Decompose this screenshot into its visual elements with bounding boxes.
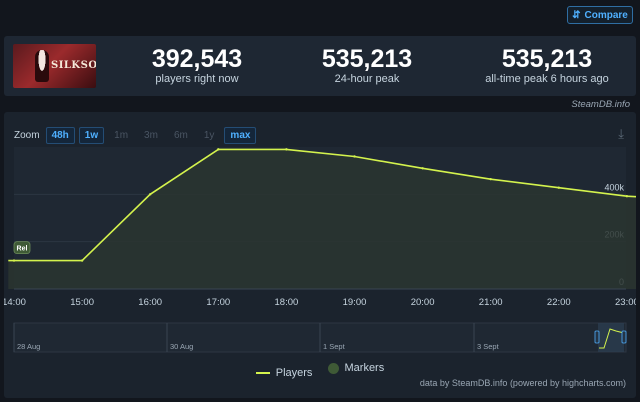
download-icon[interactable]: ⤓ (618, 126, 624, 141)
players-line (8, 148, 636, 262)
zoom-1y-button[interactable]: 1y (203, 130, 215, 141)
navigator-label: 28 Aug (17, 342, 40, 351)
x-tick-label: 19:00 (343, 297, 367, 308)
y-tick-label: 400k (604, 182, 624, 192)
hornet-figure-icon (35, 50, 49, 82)
x-tick-label: 23:00 (615, 297, 636, 308)
legend-line-swatch (255, 371, 270, 374)
zoom-1w-button[interactable]: 1w (78, 127, 105, 144)
x-tick-label: 22:00 (547, 297, 571, 308)
logo-text: SILKSONG (51, 60, 96, 71)
stats-panel: SILKSONG 392,543 players right now 535,2… (4, 36, 636, 96)
players-area (8, 149, 636, 289)
x-tick-label: 18:00 (275, 297, 299, 308)
compare-label: Compare (584, 9, 628, 21)
x-tick-label: 14:00 (4, 297, 26, 308)
players-chart: 0200k400k14:0015:0016:0017:0018:0019:002… (4, 147, 636, 353)
navigator-handle-right (621, 330, 627, 344)
x-tick-label: 20:00 (411, 297, 435, 308)
zoom-label: Zoom (14, 130, 40, 141)
data-point (12, 259, 16, 262)
zoom-max-button[interactable]: max (224, 127, 257, 144)
release-marker-label: Rel (17, 246, 28, 253)
legend-players-label: Players (275, 366, 313, 379)
compare-icon: ⇵ (572, 9, 581, 21)
legend-marker-swatch (327, 362, 339, 374)
zoom-bar: Zoom 48h 1w 1m 3m 6m 1y max (14, 127, 257, 144)
navigator-label: 3 Sept (477, 342, 500, 351)
data-point (557, 186, 560, 189)
navigator-selection (598, 323, 624, 352)
zoom-1m-button[interactable]: 1m (114, 130, 129, 141)
navigator-label: 30 Aug (170, 342, 193, 351)
data-point (217, 148, 220, 151)
chart-credit: SteamDB.info (571, 99, 630, 110)
footer-credit: data by SteamDB.info (powered by highcha… (419, 378, 626, 388)
data-point (285, 148, 288, 151)
release-marker (13, 241, 31, 255)
data-point (489, 177, 492, 181)
legend-markers[interactable]: Markers (327, 362, 385, 374)
data-point (625, 195, 629, 198)
stat-alltime-peak: 535,213 all-time peak 6 hours ago (462, 46, 632, 85)
stat-24h-peak: 535,213 24-hour peak (292, 46, 442, 85)
chart-panel: Zoom 48h 1w 1m 3m 6m 1y max ⤓ 0200k400k1… (4, 112, 636, 398)
stat-current-players: 392,543 players right now (122, 46, 272, 85)
current-players-value: 392,543 (151, 45, 243, 73)
alltime-value: 535,213 (501, 45, 593, 73)
x-tick-label: 21:00 (479, 297, 503, 308)
alltime-label: all-time peak 6 hours ago (485, 73, 609, 85)
navigator-line (599, 328, 625, 349)
zoom-3m-button[interactable]: 3m (144, 130, 158, 141)
navigator-handle-left (594, 330, 600, 344)
legend-players[interactable]: Players (255, 366, 313, 379)
navigator-label: 1 Sept (323, 342, 346, 351)
data-point (421, 167, 424, 170)
zoom-6m-button[interactable]: 6m (173, 130, 188, 141)
data-point (149, 193, 152, 196)
x-tick-label: 17:00 (206, 297, 230, 308)
legend-markers-label: Markers (344, 362, 385, 374)
zoom-48h-button[interactable]: 48h (45, 127, 75, 144)
x-tick-label: 15:00 (70, 297, 94, 308)
x-tick-label: 16:00 (138, 297, 162, 308)
current-players-label: players right now (155, 73, 239, 85)
data-point (80, 259, 84, 262)
peak24-label: 24-hour peak (334, 73, 400, 85)
game-logo[interactable]: SILKSONG (13, 44, 96, 88)
peak24-value: 535,213 (321, 45, 413, 73)
legend: Players Markers (4, 362, 636, 379)
data-point (353, 155, 356, 158)
compare-button[interactable]: ⇵ Compare (567, 6, 633, 24)
